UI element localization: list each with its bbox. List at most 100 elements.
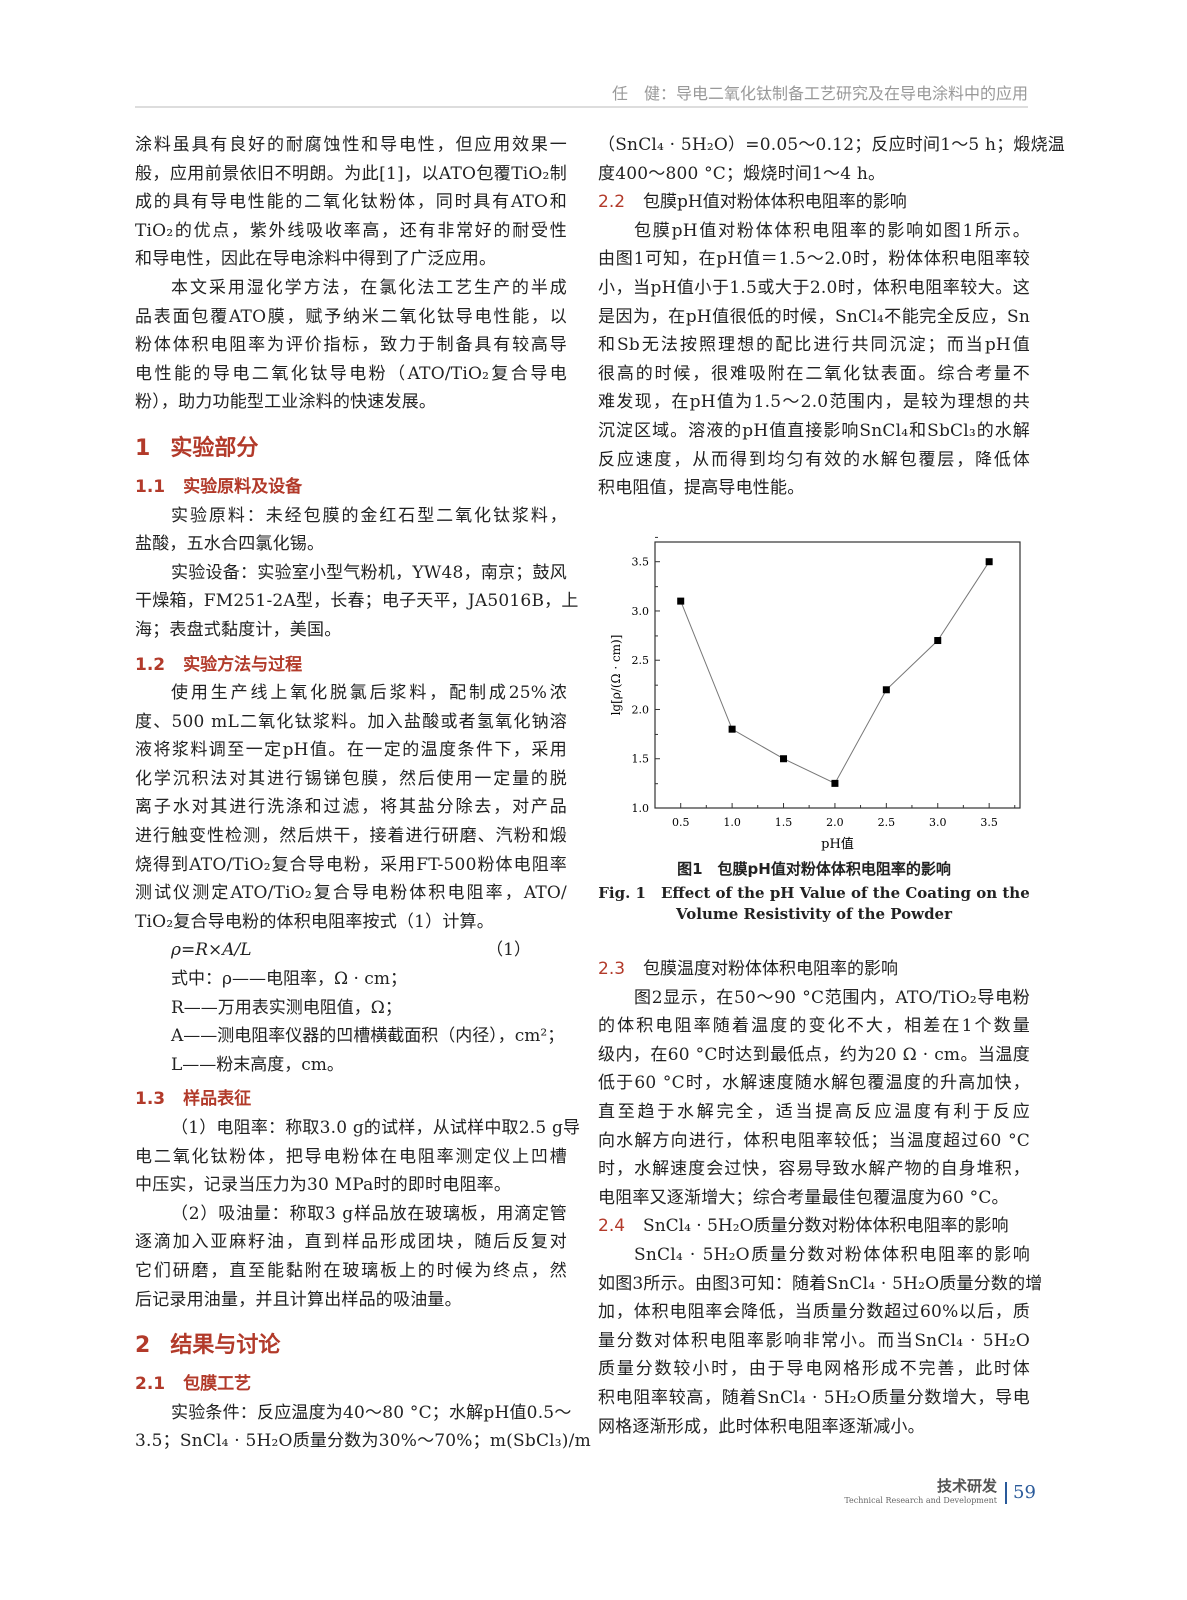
paragraph-line: 它们研磨，直至能黏附在玻璃板上的时候为终点，然: [135, 1260, 567, 1281]
paragraph-line: 度、500 mL二氧化钛浆料。加入盐酸或者氢氧化钠溶: [135, 711, 567, 732]
paragraph-line: 是因为，在pH值很低的时候，SnCl₄不能完全反应，Sn: [598, 306, 1030, 327]
section-title: 包膜pH值对粉体体积电阻率的影响: [643, 192, 907, 213]
paragraph-line: 3.5；SnCl₄ · 5H₂O质量分数为30%～70%；m(SbCl₃)/m: [135, 1431, 591, 1452]
section-title: 实验原料及设备: [183, 476, 303, 497]
x-tick-label: 2.0: [826, 816, 844, 829]
paragraph-line: 包膜pH值对粉体体积电阻率的影响如图1所示。: [634, 220, 1030, 241]
right-column-top: （SnCl₄ · 5H₂O）=0.05～0.12；反应时间1～5 h；煅烧温 度4…: [598, 131, 1065, 503]
y-tick-label: 1.0: [632, 802, 650, 815]
figure-1-chart: 0.5 1.0 1.5 2.0 2.5 3.0 3.5 1.0 1.5 2.0 2.5 3.0 3.5 p…: [609, 536, 1021, 852]
plot-frame: [654, 541, 1021, 809]
paragraph-line: 向水解方向进行，体积电阻率较低；当温度超过60 °C: [598, 1130, 1030, 1151]
section-heading: 2.4 SnCl₄ · 5H₂O质量分数对粉体体积电阻率的影响: [598, 1212, 1030, 1241]
paragraph-line: 般，应用前景依旧不明朗。为此[1]，以ATO包覆TiO₂制: [135, 163, 567, 184]
footer-section-zh: 技术研发: [936, 1477, 997, 1495]
paragraph-line: TiO₂的优点，紫外线吸收率高，还有非常好的耐受性: [135, 220, 567, 241]
paragraph-line: 网格逐渐形成，此时体积电阻率逐渐减小。: [598, 1416, 925, 1437]
paragraph-line: 化学沉积法对其进行锡锑包膜，然后使用一定量的脱: [135, 768, 567, 789]
footer-section: 技术研发 Technical Research and Development: [844, 1475, 997, 1505]
section-title: 结果与讨论: [170, 1333, 281, 1359]
variable-definition: R——万用表实测电阻值，Ω；: [171, 997, 402, 1018]
section-title: 实验部分: [170, 435, 259, 461]
paragraph-line: 时，水解速度会过快，容易导致水解产物的自身堆积，: [598, 1159, 1030, 1180]
paragraph-line: 使用生产线上氧化脱氯后浆料，配制成25%浓: [171, 683, 567, 704]
paragraph-line: 逐滴加入亚麻籽油，直到样品形成团块，随后反复对: [135, 1232, 567, 1253]
equation: ρ=R×A/L （1）: [135, 936, 567, 965]
y-tick-label: 3.5: [632, 556, 650, 569]
variable-definition: 式中：ρ——电阻率，Ω · cm；: [171, 969, 407, 990]
section-number: 2.2: [598, 192, 626, 213]
paragraph-line: 如图3所示。由图3可知：随着SnCl₄ · 5H₂O质量分数的增: [598, 1273, 1043, 1294]
y-tick-label: 1.5: [632, 753, 650, 766]
section-number: 1.3: [135, 1089, 166, 1110]
paragraph-line: 和Sb无法按照理想的配比进行共同沉淀；而当pH值: [598, 335, 1030, 356]
paragraph-line: 的体积电阻率随着温度的变化不大，相差在1个数量: [598, 1016, 1030, 1037]
paragraph-line: 实验设备：实验室小型气粉机，YW48，南京；鼓风: [171, 562, 567, 583]
section-title: 样品表征: [183, 1089, 252, 1110]
data-point: [882, 686, 890, 694]
paragraph-line: 由图1可知，在pH值＝1.5～2.0时，粉体体积电阻率较: [598, 249, 1030, 270]
paragraph-line: 离子水对其进行洗涤和过滤，将其盐分除去，对产品: [135, 797, 567, 818]
section-heading: 2 结果与讨论: [135, 1328, 567, 1364]
paragraph-line: 电阻率又逐渐增大；综合考量最佳包覆温度为60 °C。: [598, 1187, 1009, 1208]
figure-caption-en-2: Volume Resistivity of the Powder: [675, 905, 953, 923]
series-line: [680, 561, 990, 785]
section-number: 1: [135, 435, 151, 461]
section-number: 2: [135, 1333, 151, 1359]
paragraph-line: （1）电阻率：称取3.0 g的试样，从试样中取2.5 g导: [171, 1118, 581, 1138]
paragraph-line: 电二氧化钛粉体，把导电粉体在电阻率测定仪上凹槽: [135, 1146, 567, 1167]
paragraph-line: 海；表盘式黏度计，美国。: [135, 619, 342, 640]
paragraph-line: （2）吸油量：称取3 g样品放在玻璃板，用滴定管: [171, 1203, 567, 1224]
right-column-bottom: 2.3 包膜温度对粉体体积电阻率的影响图2显示，在50～90 °C范围内，ATO/…: [598, 955, 1043, 1441]
paragraph-line: 粉），助力功能型工业涂料的快速发展。: [135, 392, 437, 413]
paragraph-line: 难发现，在pH值为1.5～2.0范围内，是较为理想的共: [598, 392, 1030, 413]
section-heading: 2.2 包膜pH值对粉体体积电阻率的影响: [598, 188, 1030, 217]
variable-definition: A——测电阻率仪器的凹槽横截面积（内径），cm²；: [171, 1026, 565, 1047]
section-heading: 1 实验部分: [135, 431, 567, 467]
paragraph-line: 测试仪测定ATO/TiO₂复合导电粉体积电阻率，ATO/: [135, 883, 567, 904]
page-number: 59: [1005, 1482, 1036, 1504]
paragraph-line: 实验原料：未经包膜的金红石型二氧化钛浆料，: [171, 505, 567, 526]
paragraph-line: 积电阻率较高，随着SnCl₄ · 5H₂O质量分数增大，导电: [598, 1387, 1030, 1408]
section-title: 实验方法与过程: [183, 654, 303, 675]
x-tick-label: 0.5: [672, 816, 690, 829]
paragraph-line: 级内，在60 °C时达到最低点，约为20 Ω · cm。当温度: [598, 1044, 1030, 1065]
paragraph-line: 电性能的导电二氧化钛导电粉（ATO/TiO₂复合导电: [135, 363, 567, 384]
paragraph-line: 直至趋于水解完全，适当提高反应温度有利于反应: [598, 1101, 1030, 1122]
data-point: [677, 597, 685, 605]
paragraph-line: 度400～800 °C；煅烧时间1～4 h。: [598, 163, 886, 184]
paragraph-line: 本文采用湿化学方法，在氯化法工艺生产的半成: [171, 277, 567, 298]
x-tick-label: 1.0: [723, 816, 741, 829]
section-number: 2.3: [598, 959, 626, 979]
section-title: SnCl₄ · 5H₂O质量分数对粉体体积电阻率的影响: [643, 1216, 1009, 1237]
section-number: 1.1: [135, 476, 166, 497]
running-header: 任 健：导电二氧化钛制备工艺研究及在导电涂料中的应用: [135, 80, 1028, 108]
section-number: 2.1: [135, 1374, 166, 1395]
data-point: [728, 725, 736, 733]
paragraph-line: 中压实，记录当压力为30 MPa时的即时电阻率。: [135, 1175, 512, 1196]
section-heading: 1.1 实验原料及设备: [135, 473, 567, 502]
equation-body: ρ=R×A/L: [171, 940, 252, 961]
section-title: 包膜工艺: [183, 1374, 252, 1395]
paragraph-line: 图2显示，在50～90 °C范围内，ATO/TiO₂导电粉: [634, 987, 1030, 1008]
footer-section-en: Technical Research and Development: [844, 1496, 997, 1505]
paragraph-line: 质量分数较小时，由于导电网格形成不完善，此时体: [598, 1359, 1030, 1380]
paragraph-line: 量分数对体积电阻率影响非常小。而当SnCl₄ · 5H₂O: [598, 1330, 1030, 1351]
paragraph-line: 沉淀区域。溶液的pH值直接影响SnCl₄和SbCl₃的水解: [598, 420, 1030, 441]
data-point: [985, 558, 993, 566]
x-tick-label: 3.0: [929, 816, 947, 829]
y-axis-label: lg[ρ/(Ω · cm)]: [609, 635, 623, 716]
paragraph-line: 加，体积电阻率会降低，当质量分数超过60%以后，质: [598, 1302, 1030, 1323]
section-heading: 2.3 包膜温度对粉体体积电阻率的影响: [598, 955, 1030, 984]
x-axis-label: pH值: [821, 836, 854, 852]
paragraph-line: 后记录用油量，并且计算出样品的吸油量。: [135, 1289, 462, 1310]
paragraph-line: 烧得到ATO/TiO₂复合导电粉，采用FT-500粉体电阻率: [135, 854, 567, 875]
paragraph-line: 粉体体积电阻率为评价指标，致力于制备具有较高导: [135, 335, 567, 356]
paragraph-line: 和导电性，因此在导电涂料中得到了广泛应用。: [135, 249, 497, 270]
section-heading: 2.1 包膜工艺: [135, 1370, 567, 1399]
paragraph-line: 小，当pH值小于1.5或大于2.0时，体积电阻率较大。这: [598, 277, 1030, 298]
paragraph-line: 很高的时候，很难吸附在二氧化钛表面。综合考量不: [598, 363, 1030, 384]
data-point: [934, 637, 942, 645]
paragraph-line: 实验条件：反应温度为40～80 °C；水解pH值0.5～: [171, 1402, 572, 1423]
